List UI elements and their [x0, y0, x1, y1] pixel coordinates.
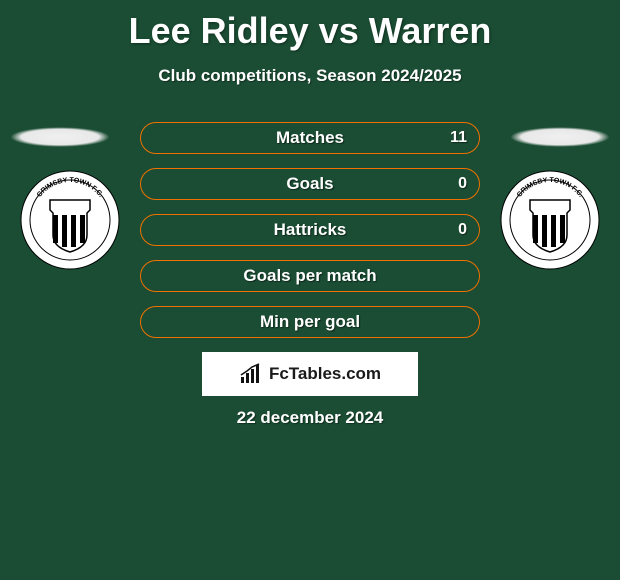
site-logo-text: FcTables.com — [269, 364, 381, 384]
crest-icon: GRIMSBY TOWN F.C. — [500, 170, 600, 270]
stat-value-right: 0 — [458, 175, 467, 193]
stat-row-matches: Matches 11 — [140, 122, 480, 154]
player-placeholder-left — [10, 127, 110, 147]
page-title: Lee Ridley vs Warren — [0, 0, 620, 52]
site-logo: FcTables.com — [202, 352, 418, 396]
date-label: 22 december 2024 — [0, 408, 620, 428]
crest-icon: GRIMSBY TOWN F.C. — [20, 170, 120, 270]
page-subtitle: Club competitions, Season 2024/2025 — [0, 66, 620, 86]
stat-row-min-per-goal: Min per goal — [140, 306, 480, 338]
chart-icon — [239, 363, 265, 385]
stat-row-goals: Goals 0 — [140, 168, 480, 200]
stat-value-right: 11 — [450, 129, 467, 147]
stat-label: Goals per match — [243, 266, 376, 286]
club-crest-right: GRIMSBY TOWN F.C. — [500, 170, 600, 270]
stat-row-goals-per-match: Goals per match — [140, 260, 480, 292]
stat-value-right: 0 — [458, 221, 467, 239]
stat-label: Goals — [286, 174, 333, 194]
stat-label: Hattricks — [274, 220, 347, 240]
stat-label: Matches — [276, 128, 344, 148]
stat-label: Min per goal — [260, 312, 360, 332]
stats-panel: Matches 11 Goals 0 Hattricks 0 Goals per… — [140, 122, 480, 352]
club-crest-left: GRIMSBY TOWN F.C. — [20, 170, 120, 270]
stat-row-hattricks: Hattricks 0 — [140, 214, 480, 246]
player-placeholder-right — [510, 127, 610, 147]
